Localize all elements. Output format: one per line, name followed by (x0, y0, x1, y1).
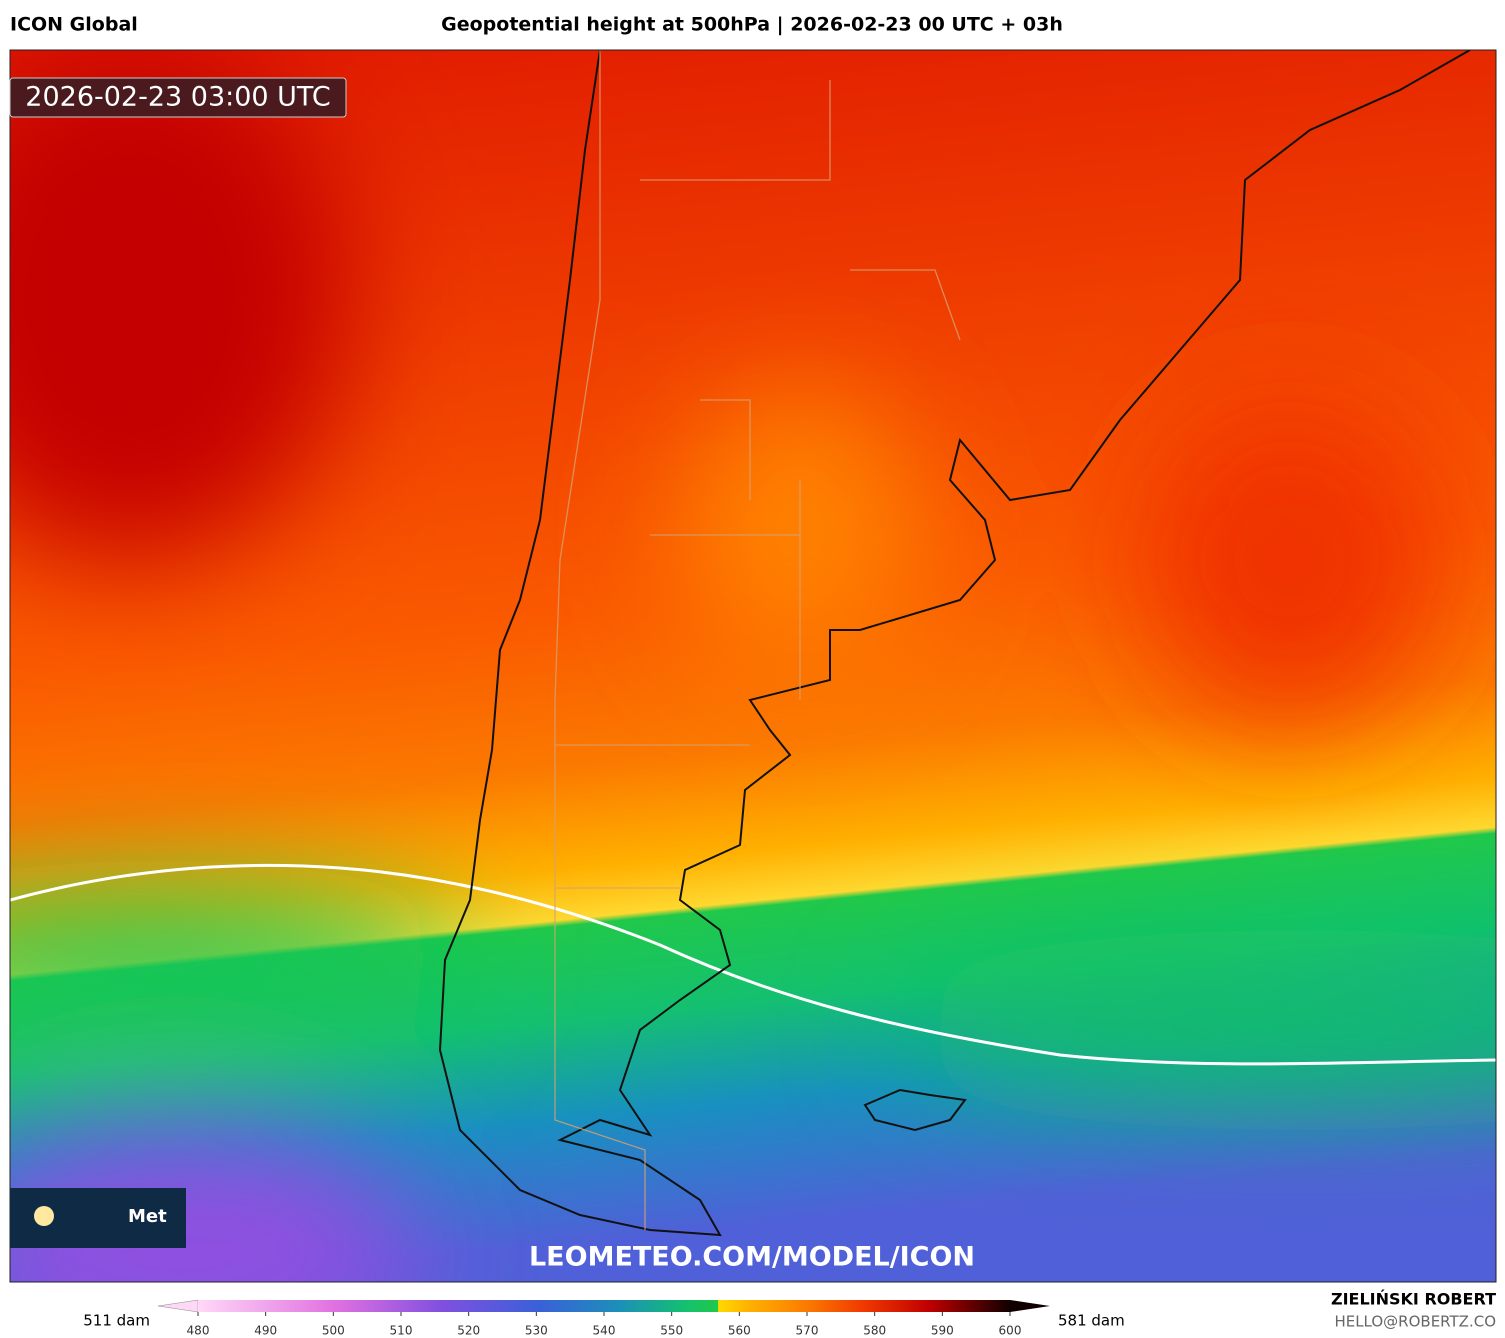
colorbar-min-label: 511 dam (83, 1312, 150, 1330)
colorbar-tick-label: 560 (728, 1324, 751, 1338)
colorbar-tick-label: 550 (660, 1324, 683, 1338)
logo-text: Met (128, 1206, 167, 1227)
field-features (10, 50, 1496, 1282)
logo-sun (34, 1206, 54, 1226)
contour-552 (10, 863, 1496, 1066)
colorbar-tick-label: 600 (999, 1324, 1022, 1338)
colorbar-tick-label: 500 (322, 1324, 345, 1338)
colorbar: 511 dam 581 dam 480 490 500 510 520 530 540 550… (83, 1299, 1125, 1338)
model-name: ICON Global (10, 14, 138, 36)
map-frame (9, 49, 1497, 1283)
colorbar-min-arrow (157, 1299, 199, 1313)
author: ZIELIŃSKI ROBERT (1331, 1290, 1496, 1309)
colorbar-tick-label: 570 (796, 1324, 819, 1338)
coastline (438, 50, 1471, 1237)
falkland-islands (863, 1088, 967, 1132)
map-title: Geopotential height at 500hPa | 2026-02-… (441, 14, 1063, 36)
colorbar-tick-label: 510 (390, 1324, 413, 1338)
map (10, 50, 1496, 1282)
colorbar-tick-label: 540 (593, 1324, 616, 1338)
email: HELLO@ROBERTZ.CO (1334, 1313, 1496, 1331)
colorbar-max-arrow (1010, 1300, 1050, 1312)
timestamp: 2026-02-23 03:00 UTC (25, 82, 330, 113)
colorbar-tick-label: 490 (254, 1324, 277, 1338)
colorbar-scale (198, 1300, 1010, 1312)
colorbar-tick-label: 590 (931, 1324, 954, 1338)
colorbar-max-label: 581 dam (1058, 1312, 1125, 1330)
colorbar-tick-label: 480 (187, 1324, 210, 1338)
colorbar-tick-label: 530 (525, 1324, 548, 1338)
watermark: LEOMETEO.COM/MODEL/ICON (529, 1242, 975, 1273)
colorbar-tick-label: 580 (863, 1324, 886, 1338)
colorbar-tick-label: 520 (457, 1324, 480, 1338)
timestamp-box (9, 77, 347, 118)
borders (554, 50, 961, 1230)
